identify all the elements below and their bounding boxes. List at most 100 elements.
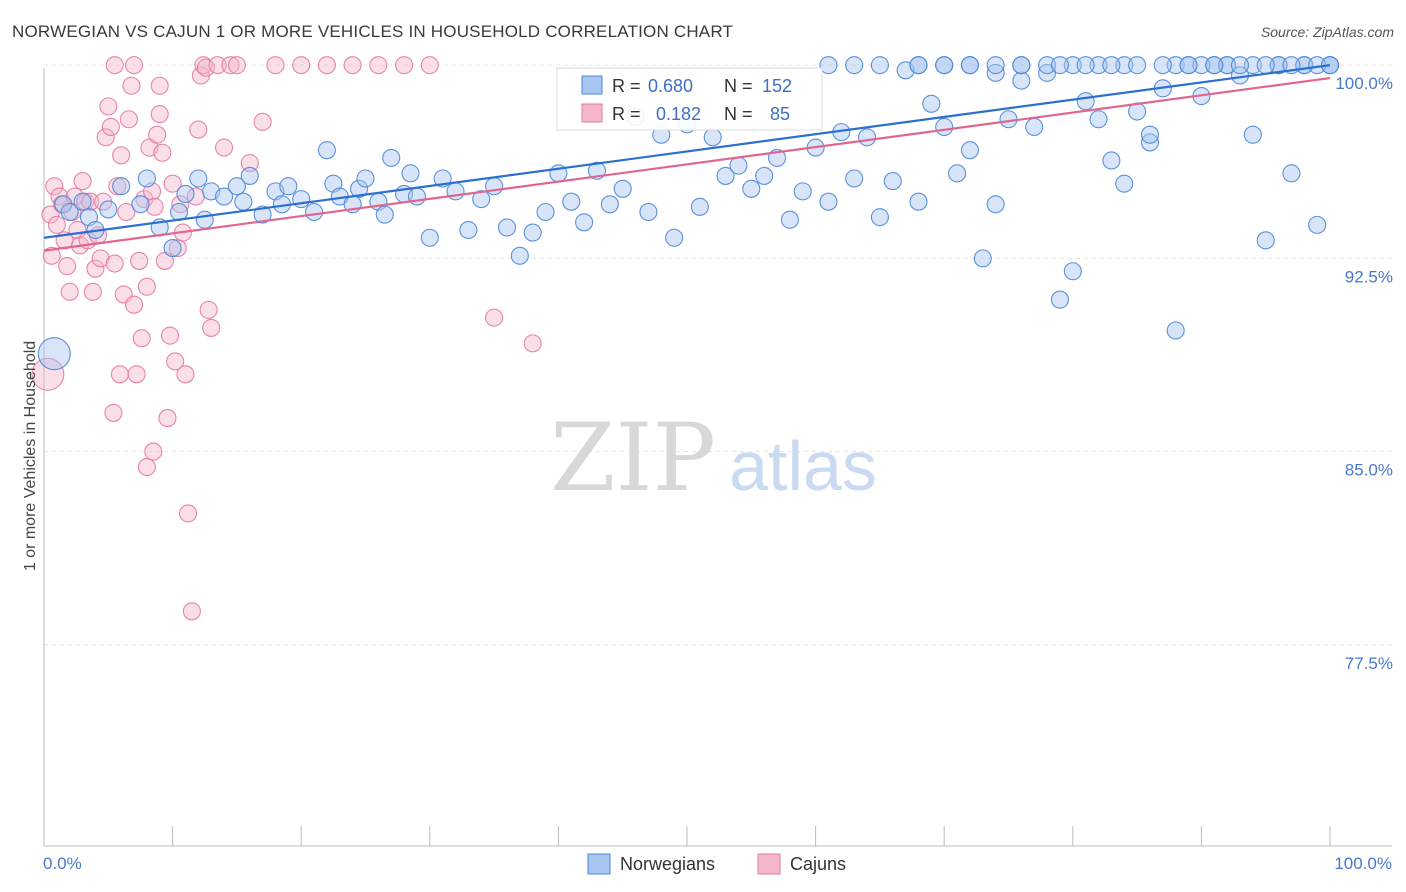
data-point xyxy=(112,177,131,196)
data-point xyxy=(1076,56,1095,75)
data-point xyxy=(194,56,213,75)
data-point xyxy=(446,182,465,201)
data-point xyxy=(793,182,812,201)
chart-title: NORWEGIAN VS CAJUN 1 OR MORE VEHICLES IN… xyxy=(12,22,734,41)
y-tick-labels: 77.5% 85.0% 92.5% 100.0% xyxy=(1335,74,1393,673)
data-point xyxy=(127,365,146,384)
data-point xyxy=(150,76,169,95)
data-point xyxy=(356,169,375,188)
legend-r-value-blue: 0.680 xyxy=(648,76,693,96)
data-point xyxy=(613,179,632,198)
data-point xyxy=(1218,56,1237,75)
data-point xyxy=(47,215,66,234)
data-point xyxy=(163,174,182,193)
data-point xyxy=(1205,56,1224,75)
data-point xyxy=(124,56,144,75)
data-point xyxy=(105,254,124,273)
data-point xyxy=(37,337,71,371)
data-point xyxy=(176,365,195,384)
data-point xyxy=(137,457,156,477)
data-point xyxy=(729,156,748,175)
data-point xyxy=(178,504,198,523)
data-point xyxy=(375,205,394,224)
data-point xyxy=(144,442,163,461)
norwegians-points xyxy=(37,56,1340,371)
y-tick-label: 92.5% xyxy=(1345,267,1393,286)
data-point xyxy=(83,282,102,301)
data-point xyxy=(401,164,420,183)
data-point xyxy=(99,97,118,116)
data-point xyxy=(189,120,208,139)
data-point xyxy=(41,205,60,224)
data-point xyxy=(690,197,709,216)
data-point xyxy=(1050,56,1069,75)
legend-n-label-pink: N = xyxy=(724,104,753,124)
data-point xyxy=(819,192,838,211)
data-point xyxy=(108,177,127,196)
legend-box-swatch-pink xyxy=(581,103,603,123)
legend-box: R = 0.680 N = 152 R = 0.182 N = 85 xyxy=(556,67,823,131)
data-point xyxy=(350,179,369,198)
data-point xyxy=(1115,174,1134,193)
data-point xyxy=(665,228,684,247)
data-point xyxy=(112,146,131,165)
data-point xyxy=(1166,321,1185,340)
data-point xyxy=(279,177,298,196)
data-point xyxy=(81,192,100,211)
data-point xyxy=(1102,151,1121,170)
y-axis-label: 1 or more Vehicles in Household xyxy=(22,341,39,571)
legend-label-cajuns: Cajuns xyxy=(790,854,846,874)
data-point xyxy=(973,249,992,268)
data-point xyxy=(1140,125,1160,144)
data-point xyxy=(1012,56,1031,75)
data-point xyxy=(99,200,118,219)
trend-line-cajuns xyxy=(43,76,1331,252)
data-point xyxy=(1025,117,1044,137)
data-point xyxy=(160,326,180,345)
data-point xyxy=(234,192,253,211)
data-point xyxy=(91,249,110,268)
legend-n-value-pink: 85 xyxy=(770,104,790,124)
data-point xyxy=(1269,56,1288,75)
data-point xyxy=(42,246,61,265)
data-point xyxy=(208,56,227,75)
data-point xyxy=(459,220,478,240)
data-point xyxy=(195,210,214,229)
data-point xyxy=(189,169,208,188)
data-point xyxy=(148,125,167,144)
data-point xyxy=(870,208,889,227)
data-point xyxy=(485,177,504,196)
data-point xyxy=(935,117,954,137)
data-point xyxy=(755,166,774,185)
data-point xyxy=(104,403,123,422)
data-point xyxy=(523,223,542,242)
data-point xyxy=(266,56,285,75)
legend-n-value-blue: 152 xyxy=(762,76,792,96)
data-point xyxy=(639,202,658,222)
data-point xyxy=(1128,56,1147,75)
data-point xyxy=(130,251,149,270)
data-point xyxy=(119,110,138,129)
data-point xyxy=(485,308,504,327)
data-point xyxy=(703,128,722,147)
data-point xyxy=(182,602,201,621)
data-point xyxy=(1230,56,1250,75)
data-point xyxy=(922,94,941,113)
data-point xyxy=(883,172,902,191)
data-point xyxy=(86,259,105,278)
data-point xyxy=(857,128,877,147)
data-point xyxy=(163,239,182,258)
watermark: ZIP atlas xyxy=(550,404,877,513)
y-tick-label: 85.0% xyxy=(1345,461,1393,480)
data-point xyxy=(999,110,1018,129)
data-point xyxy=(60,282,79,301)
data-point xyxy=(227,177,246,196)
data-point xyxy=(124,295,144,314)
data-point xyxy=(1050,290,1069,309)
legend-swatch-cajuns xyxy=(757,853,781,875)
data-point xyxy=(105,56,124,75)
data-point xyxy=(60,202,79,222)
data-point xyxy=(131,195,150,214)
data-point xyxy=(1089,110,1108,129)
